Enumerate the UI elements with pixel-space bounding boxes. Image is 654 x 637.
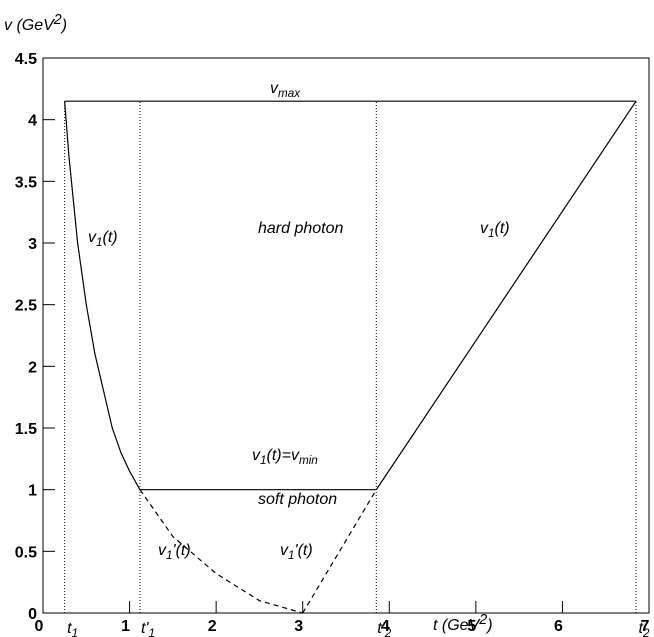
text-part: 1 xyxy=(96,236,103,249)
text-part: '(t) xyxy=(173,542,191,559)
text-part: ) xyxy=(60,17,67,34)
text-part: t xyxy=(67,620,72,637)
annotation: soft photon xyxy=(258,491,337,508)
y-axis-title: v (GeV2) xyxy=(4,12,67,34)
text-part: soft photon xyxy=(258,491,337,508)
text-part: 1 xyxy=(288,549,295,562)
annotation: v1(t) xyxy=(480,220,510,240)
text-part: v xyxy=(158,542,167,559)
y-tick-label: 1.5 xyxy=(15,421,37,438)
marker-label: t'1 xyxy=(141,620,155,637)
annotation: hard photon xyxy=(258,220,344,237)
plot-frame xyxy=(42,57,650,614)
text-part: v xyxy=(252,447,261,464)
text-part: ) xyxy=(485,617,492,634)
text-part: v xyxy=(270,80,279,97)
curve xyxy=(302,489,377,614)
curve xyxy=(64,101,141,490)
x-tick-label: 2 xyxy=(208,618,217,635)
marker-label: t'2 xyxy=(377,620,392,637)
text-part: t (GeV xyxy=(433,617,481,634)
annotation: v1'(t) xyxy=(280,542,313,562)
text-part: t xyxy=(639,620,644,637)
text-part: min xyxy=(299,454,318,467)
text-part: v xyxy=(280,542,289,559)
y-tick-label: 2 xyxy=(28,359,37,376)
curve xyxy=(375,100,637,491)
text-part: 2 xyxy=(53,12,62,28)
text-part: 1 xyxy=(488,227,495,240)
y-tick-label: 4 xyxy=(28,113,37,130)
x-tick-label: 5 xyxy=(467,618,476,635)
text-part: max xyxy=(278,87,301,100)
text-part: 2 xyxy=(642,627,650,637)
text-part: t' xyxy=(377,620,385,637)
text-part: t' xyxy=(141,620,149,637)
text-part: 1 xyxy=(72,627,79,637)
text-part: 2 xyxy=(384,627,392,637)
marker-label: t1 xyxy=(67,620,78,637)
x-tick-label: 6 xyxy=(554,618,563,635)
y-tick-label: 0 xyxy=(28,606,37,623)
x-tick-label: 0 xyxy=(35,618,44,635)
text-part: v (GeV xyxy=(4,17,55,34)
y-tick-label: 3 xyxy=(28,236,37,253)
y-tick-label: 3.5 xyxy=(15,174,37,191)
text-part: v xyxy=(88,229,97,246)
y-tick-label: 4.5 xyxy=(15,51,37,68)
text-part: (t)=v xyxy=(267,447,300,464)
y-tick-label: 2.5 xyxy=(15,298,37,315)
x-tick-label: 3 xyxy=(294,618,303,635)
y-tick-label: 1 xyxy=(28,483,37,500)
text-part: v xyxy=(480,220,489,237)
text-part: '(t) xyxy=(295,542,313,559)
marker-label: t2 xyxy=(639,620,650,637)
x-axis-title: t (GeV2) xyxy=(433,612,493,634)
text-part: 1 xyxy=(260,454,267,467)
annotation: vmax xyxy=(270,80,301,100)
y-tick-label: 0.5 xyxy=(15,544,37,561)
text-part: (t) xyxy=(103,229,118,246)
text-part: 2 xyxy=(478,612,487,628)
annotation: v1(t) xyxy=(88,229,118,249)
text-part: 1 xyxy=(166,549,173,562)
x-tick-label: 1 xyxy=(121,618,130,635)
annotation: v1'(t) xyxy=(158,542,191,562)
x-tick-label: 4 xyxy=(381,618,390,635)
x-tick-label: 7 xyxy=(641,618,650,635)
annotation: v1(t)=vmin xyxy=(252,447,318,467)
text-part: 1 xyxy=(148,627,155,637)
text-part: (t) xyxy=(495,220,510,237)
curve xyxy=(139,489,303,614)
text-part: hard photon xyxy=(258,220,344,237)
